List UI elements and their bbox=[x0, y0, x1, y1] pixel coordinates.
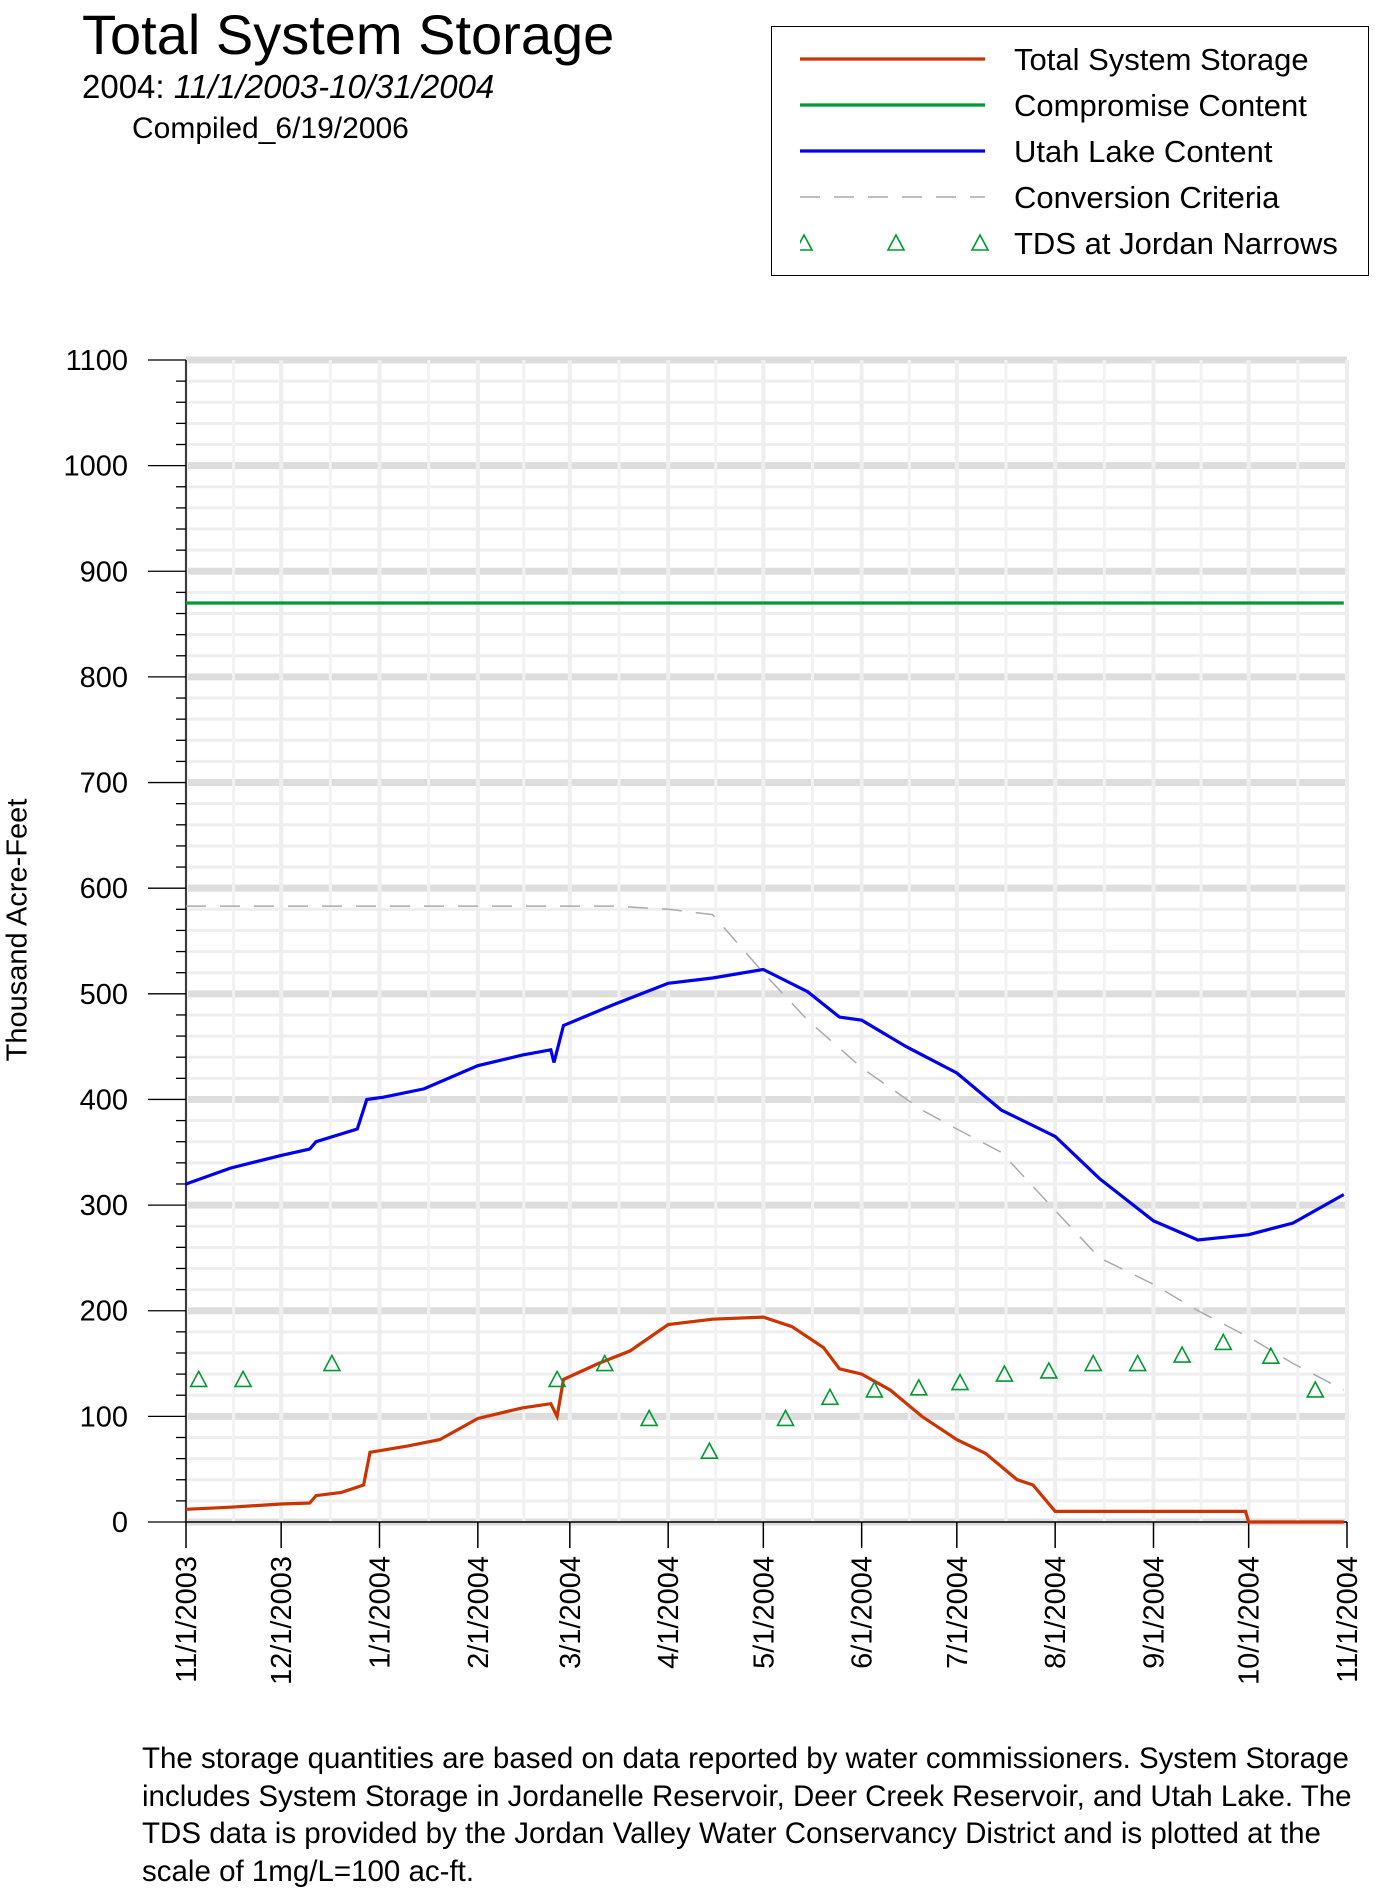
y-tick-label: 700 bbox=[80, 768, 128, 800]
legend-entry: Utah Lake Content bbox=[772, 129, 1368, 173]
x-tick-label: 3/1/2004 bbox=[555, 1556, 587, 1669]
y-tick-label: 100 bbox=[80, 1401, 128, 1433]
tds-marker bbox=[1261, 1346, 1281, 1364]
y-tick-label: 300 bbox=[80, 1190, 128, 1222]
x-tick-label: 7/1/2004 bbox=[942, 1556, 974, 1669]
tds-marker bbox=[995, 1364, 1014, 1382]
x-tick-label: 1/1/2004 bbox=[365, 1556, 397, 1669]
tds-marker bbox=[776, 1408, 795, 1427]
tds-marker bbox=[820, 1387, 840, 1406]
legend-marker bbox=[886, 233, 906, 251]
x-tick-label: 11/1/2003 bbox=[171, 1556, 203, 1683]
tds-marker bbox=[595, 1353, 615, 1372]
y-tick-label: 1100 bbox=[66, 345, 128, 377]
chart-title: Total System Storage bbox=[82, 3, 615, 66]
x-tick-label: 12/1/2003 bbox=[266, 1556, 298, 1685]
legend-marker bbox=[970, 233, 990, 251]
x-tick-label: 2/1/2004 bbox=[463, 1556, 495, 1669]
tds-marker bbox=[547, 1369, 567, 1388]
tds-marker bbox=[233, 1369, 253, 1388]
tds-marker bbox=[1128, 1353, 1147, 1372]
tds-marker bbox=[1083, 1353, 1103, 1372]
y-tick-label: 1000 bbox=[63, 451, 128, 483]
legend-swatch bbox=[800, 196, 985, 198]
y-tick-label: 800 bbox=[80, 662, 128, 694]
x-tick-label: 11/1/2004 bbox=[1332, 1556, 1364, 1683]
legend-entry: Total System Storage bbox=[772, 37, 1368, 81]
legend-label: Total System Storage bbox=[1014, 42, 1309, 77]
x-tick-label: 4/1/2004 bbox=[653, 1556, 685, 1669]
y-tick-label: 200 bbox=[80, 1296, 128, 1328]
y-tick-label: 500 bbox=[80, 979, 128, 1011]
tds-marker bbox=[189, 1369, 209, 1388]
subtitle-prefix: 2004: bbox=[82, 68, 165, 105]
legend-label: Compromise Content bbox=[1014, 88, 1307, 123]
legend-entry: Conversion Criteria bbox=[772, 175, 1368, 219]
tds-marker bbox=[1305, 1380, 1325, 1398]
tds-marker bbox=[639, 1408, 659, 1427]
y-tick-label: 0 bbox=[112, 1507, 128, 1539]
y-tick-label: 400 bbox=[80, 1084, 128, 1116]
legend-entry: Compromise Content bbox=[772, 83, 1368, 127]
legend-entry: TDS at Jordan Narrows bbox=[772, 221, 1368, 265]
series-line-utah-lake-content bbox=[185, 967, 1345, 1242]
legend-marker bbox=[800, 233, 814, 251]
chart-legend: Total System Storage Compromise Content Ut… bbox=[771, 26, 1369, 276]
compiled-date: Compiled_6/19/2006 bbox=[132, 112, 409, 145]
legend-swatch bbox=[800, 57, 985, 61]
tds-marker bbox=[1213, 1332, 1233, 1351]
series-line-total-system-storage bbox=[185, 1315, 1344, 1524]
legend-swatch bbox=[800, 103, 985, 107]
tds-marker bbox=[700, 1441, 719, 1460]
y-tick-label: 600 bbox=[80, 873, 128, 905]
tds-marker bbox=[1039, 1361, 1059, 1379]
legend-swatch bbox=[800, 233, 990, 251]
x-tick-label: 6/1/2004 bbox=[847, 1556, 879, 1669]
subtitle-date-range: 11/1/2003-10/31/2004 bbox=[173, 68, 495, 105]
legend-label: TDS at Jordan Narrows bbox=[1014, 226, 1338, 261]
legend-label: Utah Lake Content bbox=[1014, 134, 1273, 169]
x-tick-label: 8/1/2004 bbox=[1040, 1556, 1072, 1669]
tds-marker bbox=[909, 1378, 929, 1396]
chart-footnote: The storage quantities are based on data… bbox=[142, 1742, 1352, 1888]
chart-subtitle: 2004: 11/1/2003-10/31/2004 bbox=[82, 68, 494, 106]
x-tick-label: 9/1/2004 bbox=[1139, 1556, 1171, 1669]
legend-swatch bbox=[800, 149, 985, 153]
y-tick-label: 900 bbox=[80, 556, 128, 588]
series-line-conversion-criteria bbox=[186, 905, 1345, 1391]
x-tick-label: 10/1/2004 bbox=[1234, 1556, 1266, 1685]
x-tick-label: 5/1/2004 bbox=[748, 1556, 780, 1669]
legend-label: Conversion Criteria bbox=[1014, 180, 1280, 215]
tds-marker bbox=[322, 1353, 342, 1372]
tds-marker bbox=[865, 1380, 884, 1398]
tds-marker bbox=[1172, 1345, 1192, 1363]
tds-marker bbox=[950, 1372, 970, 1391]
